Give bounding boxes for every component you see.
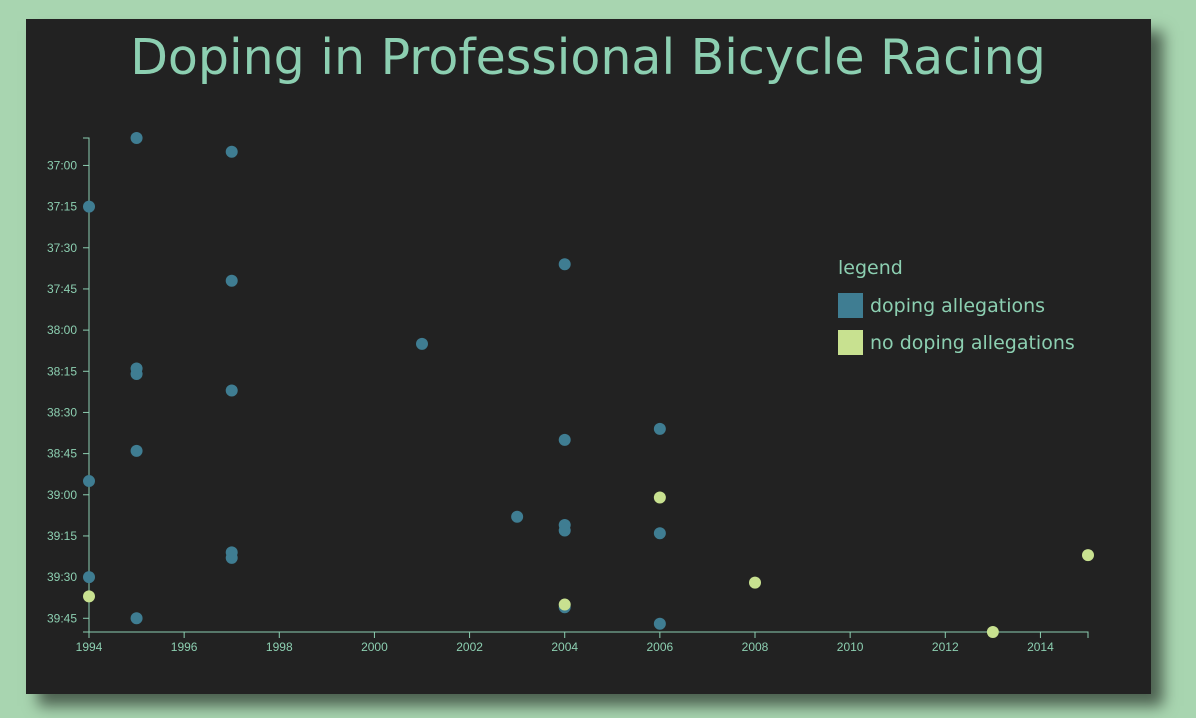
y-tick-label: 39:15 (47, 529, 77, 543)
y-tick-label: 39:00 (47, 488, 77, 502)
y-axis-line (83, 137, 90, 633)
data-point-no-doping[interactable] (1082, 549, 1094, 562)
legend-label-no-doping: no doping allegations (870, 332, 1075, 354)
chart-title: Doping in Professional Bicycle Racing (130, 29, 1046, 86)
legend-title: legend (838, 257, 903, 279)
data-point-doping[interactable] (511, 510, 524, 523)
y-tick-label: 38:15 (47, 364, 77, 378)
y-tick-label: 39:30 (47, 570, 77, 584)
x-tick-label: 2000 (361, 640, 388, 654)
data-point-doping[interactable] (558, 258, 571, 271)
x-axis-line (88, 631, 1089, 638)
data-points (83, 132, 1094, 638)
data-point-doping[interactable] (558, 433, 571, 446)
data-point-doping[interactable] (653, 617, 666, 630)
legend-swatch-no-doping (838, 330, 863, 355)
y-axis: 37:00 37:15 37:30 37:45 38:00 38:15 38:30 38:45… (47, 137, 90, 633)
x-tick-label: 2004 (551, 640, 578, 654)
data-point-doping[interactable] (83, 200, 95, 213)
x-tick-label: 1996 (171, 640, 198, 654)
y-tick-label: 37:45 (47, 282, 77, 296)
y-tick-label: 38:45 (47, 447, 77, 461)
x-tick-label: 1998 (266, 640, 293, 654)
scatter-chart: Doping in Professional Bicycle Racing 19… (47, 29, 1094, 654)
data-point-doping[interactable] (225, 551, 238, 564)
data-point-doping[interactable] (83, 475, 95, 488)
y-tick-label: 38:30 (47, 405, 77, 419)
data-point-doping[interactable] (225, 384, 238, 397)
data-point-doping[interactable] (130, 132, 143, 144)
y-tick-label: 39:45 (47, 611, 77, 625)
data-point-doping[interactable] (558, 524, 571, 537)
data-point-doping[interactable] (653, 527, 666, 540)
x-tick-label: 2008 (742, 640, 769, 654)
data-point-doping[interactable] (225, 145, 238, 158)
data-point-no-doping[interactable] (83, 590, 95, 603)
data-point-doping[interactable] (130, 368, 143, 381)
y-tick-label: 37:15 (47, 200, 77, 214)
y-tick-label: 37:00 (47, 158, 77, 172)
data-point-doping[interactable] (653, 422, 666, 435)
legend: legend doping allegations no doping alle… (838, 257, 1075, 355)
data-point-doping[interactable] (83, 571, 95, 584)
x-tick-label: 2014 (1027, 640, 1054, 654)
data-point-doping[interactable] (130, 612, 143, 625)
data-point-doping[interactable] (130, 444, 143, 457)
legend-label-doping: doping allegations (870, 295, 1045, 317)
data-point-doping[interactable] (416, 337, 428, 350)
x-tick-label: 2012 (932, 640, 959, 654)
x-tick-label: 1994 (76, 640, 103, 654)
x-tick-label: 2002 (456, 640, 483, 654)
data-point-no-doping[interactable] (558, 598, 571, 611)
chart-card: Doping in Professional Bicycle Racing 19… (26, 19, 1151, 694)
data-point-no-doping[interactable] (986, 626, 999, 638)
data-point-no-doping[interactable] (653, 491, 666, 504)
x-axis: 1994 1996 1998 2000 2002 2004 2006 2008 2010 2012… (76, 631, 1089, 654)
data-point-no-doping[interactable] (749, 576, 761, 589)
x-tick-label: 2010 (837, 640, 864, 654)
x-tick-label: 2006 (647, 640, 674, 654)
data-point-doping[interactable] (225, 274, 238, 287)
y-tick-label: 37:30 (47, 241, 77, 255)
y-tick-label: 38:00 (47, 323, 77, 337)
legend-swatch-doping (838, 293, 863, 318)
